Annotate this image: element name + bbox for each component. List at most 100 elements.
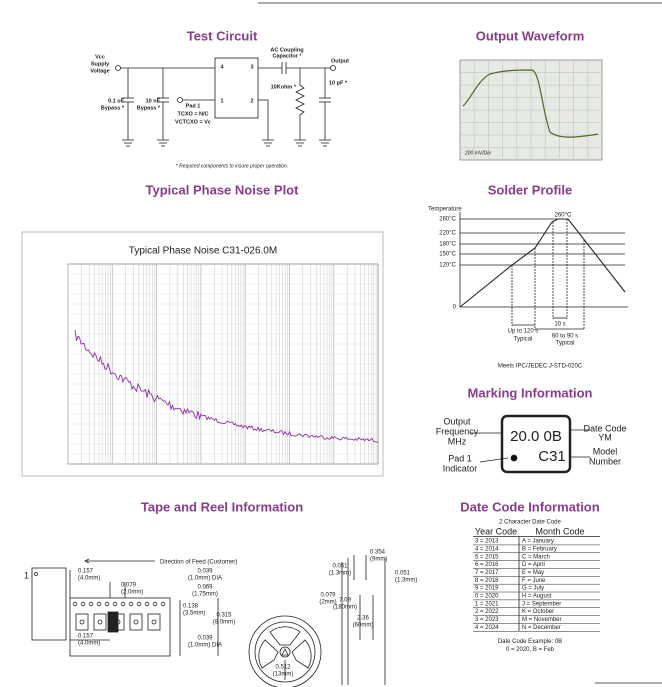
- section-heading: Test Circuit: [187, 28, 258, 43]
- drawing-path: [462, 69, 599, 138]
- pocket: [93, 613, 107, 631]
- section-heading: Solder Profile: [488, 182, 573, 197]
- drawing-circle: [279, 646, 291, 658]
- label: 1: [24, 570, 29, 580]
- sprocket-hole: [120, 601, 126, 607]
- drawing-circle: [34, 572, 38, 576]
- dimension: 0.138: [183, 604, 199, 610]
- label: Model: [593, 446, 618, 456]
- table-cell: B = February: [522, 546, 557, 552]
- sprocket-hole: [152, 601, 158, 607]
- drawing-rect: [31, 567, 67, 641]
- label: Typical: [556, 341, 575, 347]
- dimension: (180mm): [333, 605, 357, 611]
- drawing-polyline: [295, 84, 305, 116]
- pocket: [147, 613, 161, 631]
- drawing-g: [67, 264, 378, 464]
- temperature-label: 120°C: [439, 263, 456, 269]
- dimension: (1.3mm): [395, 578, 417, 584]
- drawing-circle: [330, 65, 336, 71]
- table-cell: E = May: [522, 570, 544, 576]
- table-header: Year Code: [475, 526, 517, 536]
- sprocket-hole: [80, 601, 86, 607]
- drawing-g: [460, 60, 602, 160]
- dimension: 0.157: [78, 569, 94, 575]
- dimension: 7.09: [339, 598, 351, 604]
- dimension: 0.069: [197, 585, 213, 591]
- table-cell: 1 = 2021: [475, 601, 499, 607]
- section-heading: Typical Phase Noise Plot: [146, 182, 300, 197]
- drawing-path: [258, 639, 279, 669]
- temperature-label: 0: [453, 305, 457, 311]
- drawing-line: [479, 457, 509, 463]
- drawing-circle: [177, 97, 183, 103]
- dimension: (1.0mm) DIA: [188, 576, 222, 582]
- label: Temperature: [428, 207, 462, 213]
- note: Meets IPC/JEDEC J-STD-020C: [498, 364, 583, 370]
- table-cell: 2 = 2022: [475, 609, 499, 615]
- drawing-path: [291, 639, 312, 669]
- label: Supply: [91, 61, 110, 67]
- label: 2 Character Date Code: [499, 520, 561, 526]
- pocket-hole: [79, 619, 85, 625]
- label: 10Kohm *: [271, 84, 297, 90]
- plot-title: Typical Phase Noise C31-026.0M: [129, 246, 277, 257]
- temperature-label: 150°C: [439, 252, 456, 258]
- dimension: (9mm): [370, 557, 387, 563]
- sprocket-hole: [160, 601, 166, 607]
- label: Frequency: [436, 426, 479, 436]
- drawing-circle: [510, 454, 518, 462]
- table-cell: A = January: [522, 539, 554, 545]
- label: Output: [443, 416, 471, 426]
- drawing-polyline: [459, 218, 626, 308]
- label: Date Code: [583, 423, 626, 433]
- label: 10 s: [554, 322, 565, 328]
- sprocket-hole: [88, 601, 94, 607]
- drawing-circle: [115, 65, 121, 71]
- pin-number: 1: [220, 98, 223, 104]
- table-cell: 0 = 2020: [475, 594, 499, 600]
- dimension: 0.315: [216, 613, 232, 619]
- section-heading: Marking Information: [468, 385, 593, 400]
- label: Voltage: [90, 68, 109, 74]
- footnote: * Required components to insure proper o…: [176, 163, 288, 169]
- pin-number: 4: [220, 64, 224, 70]
- section-heading: Tape and Reel Information: [141, 499, 303, 514]
- table-cell: K = October: [522, 609, 554, 615]
- section-heading: Output Waveform: [476, 28, 585, 43]
- dimension: 0.157: [78, 634, 94, 640]
- table-cell: D = April: [522, 562, 545, 568]
- label: MHz: [448, 436, 467, 446]
- chip-text: 20.0 0B: [510, 428, 562, 445]
- dimension: 0.039: [197, 569, 213, 575]
- label: Capacitor *: [272, 53, 302, 59]
- drawing-g: [473, 536, 600, 632]
- label: Pad 1: [186, 103, 201, 109]
- scope-scale: 200 mV/Div: [464, 150, 491, 156]
- dimension: 2.36: [357, 616, 369, 622]
- sprocket-hole: [144, 601, 150, 607]
- label: 60 to 90 s: [552, 334, 578, 340]
- drawing-circle: [248, 615, 322, 687]
- label: Output: [331, 58, 349, 64]
- label: TCXO = N/C: [177, 111, 208, 117]
- label: Pad 1: [448, 453, 472, 463]
- drawing-path: [74, 329, 379, 443]
- drawing-path: [269, 626, 301, 646]
- label: Bypass *: [101, 105, 125, 111]
- dimension: 0.051: [395, 571, 411, 577]
- label: YM: [598, 432, 612, 442]
- drawing-g: [72, 601, 166, 633]
- label: VCTCXO = Vc: [175, 119, 211, 125]
- table-cell: 8 = 2018: [475, 578, 499, 584]
- drawing-polyline: [84, 558, 90, 564]
- sprocket-hole: [136, 601, 142, 607]
- dimension: (3.5mm): [183, 611, 205, 617]
- table-cell: F = June: [522, 578, 546, 584]
- sprocket-hole: [104, 601, 110, 607]
- label: Indicator: [443, 463, 478, 473]
- table-cell: 4 = 2014: [475, 546, 499, 552]
- labels: Test Circuit Output Waveform Typical Phase…: [24, 28, 627, 677]
- pocket-hole: [97, 619, 103, 625]
